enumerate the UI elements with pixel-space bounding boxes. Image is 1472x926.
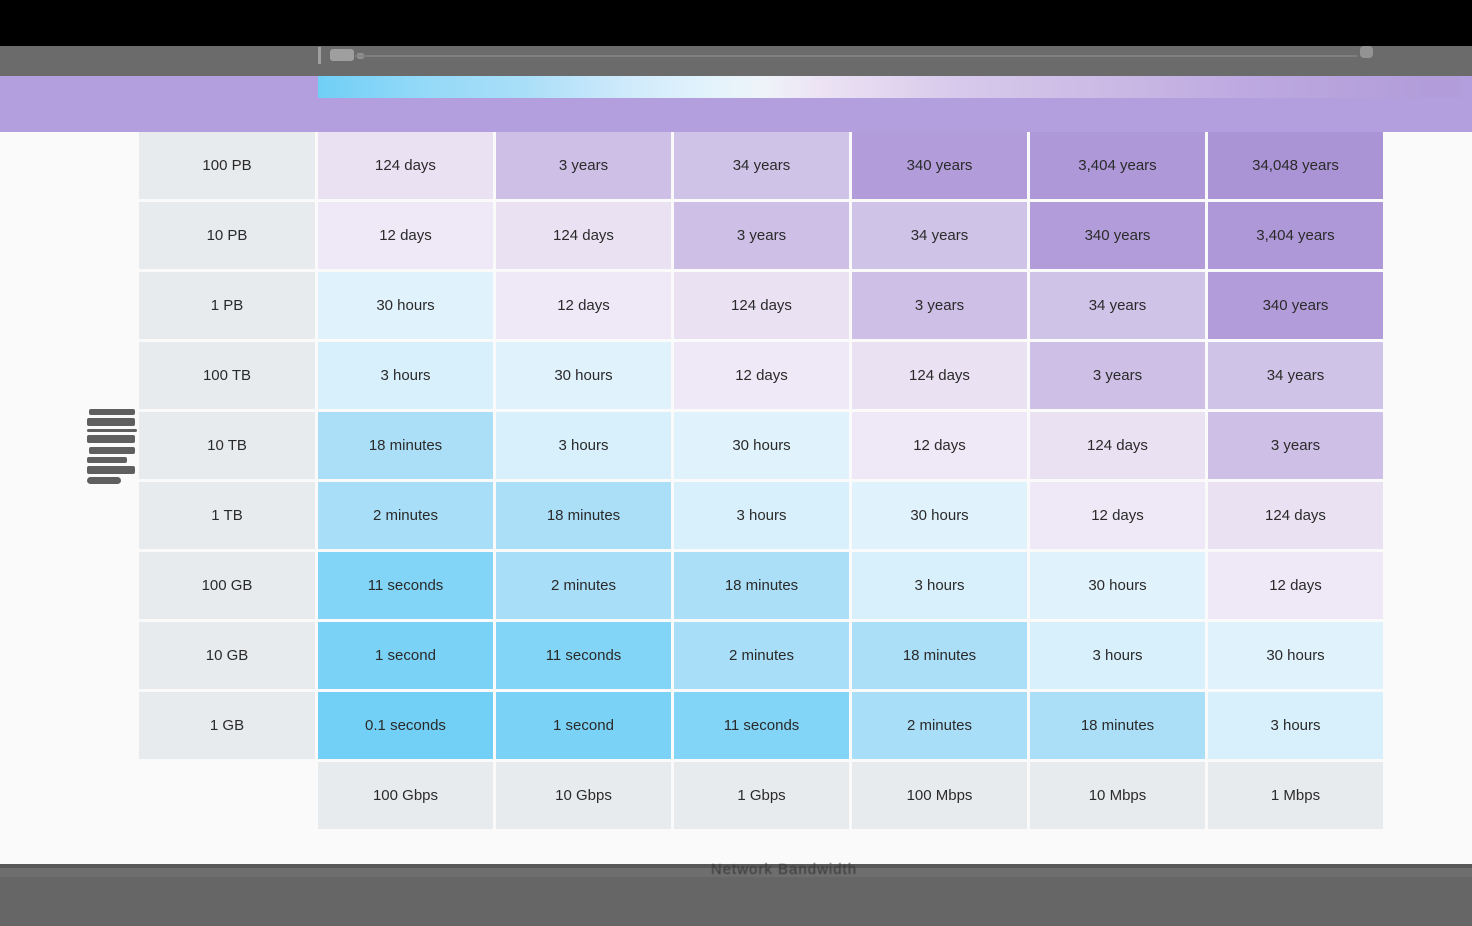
heatmap-cell: 12 days	[318, 202, 493, 269]
row-label-cell: 10 TB	[139, 412, 315, 479]
heatmap-cell: 30 hours	[1208, 622, 1383, 689]
toolbar-right-icon[interactable]	[1360, 46, 1373, 58]
browser-toolbar	[0, 46, 1472, 76]
heatmap-cell: 12 days	[1208, 552, 1383, 619]
x-axis-label: Network Bandwidth	[710, 861, 858, 878]
heatmap-cell: 30 hours	[318, 272, 493, 339]
heatmap-cell: 3 years	[852, 272, 1027, 339]
heatmap-cell: 3 hours	[674, 482, 849, 549]
footer-spacer-cell	[139, 762, 315, 829]
row-label-cell: 10 GB	[139, 622, 315, 689]
row-label-cell: 100 TB	[139, 342, 315, 409]
heatmap-cell: 124 days	[1030, 412, 1205, 479]
legend-band	[0, 76, 1472, 132]
bottom-gray-bar	[0, 864, 1472, 926]
heatmap-cell: 3,404 years	[1030, 132, 1205, 199]
toolbar-left-glyphs-icon[interactable]	[330, 49, 354, 61]
heatmap-cell: 124 days	[852, 342, 1027, 409]
heatmap-cell: 3 years	[496, 132, 671, 199]
heatmap-cell: 18 minutes	[674, 552, 849, 619]
column-label-cell: 100 Mbps	[852, 762, 1027, 829]
heatmap-cell: 12 days	[852, 412, 1027, 479]
column-label-cell: 1 Mbps	[1208, 762, 1383, 829]
heatmap-cell: 2 minutes	[318, 482, 493, 549]
heatmap-cell: 34 years	[852, 202, 1027, 269]
heatmap-cell: 1 second	[496, 692, 671, 759]
heatmap-cell: 30 hours	[1030, 552, 1205, 619]
heatmap-cell: 30 hours	[496, 342, 671, 409]
heatmap-cell: 18 minutes	[852, 622, 1027, 689]
heatmap-cell: 3 years	[674, 202, 849, 269]
row-label-cell: 1 PB	[139, 272, 315, 339]
heatmap-cell: 18 minutes	[318, 412, 493, 479]
heatmap-cell: 340 years	[1208, 272, 1383, 339]
column-label-cell: 10 Mbps	[1030, 762, 1205, 829]
heatmap-cell: 34 years	[674, 132, 849, 199]
heatmap-cell: 3 hours	[852, 552, 1027, 619]
column-label-cell: 1 Gbps	[674, 762, 849, 829]
heatmap-cell: 34 years	[1208, 342, 1383, 409]
top-black-bar	[0, 0, 1472, 46]
heatmap-cell: 2 minutes	[852, 692, 1027, 759]
heatmap-cell: 12 days	[674, 342, 849, 409]
heatmap-cell: 1 second	[318, 622, 493, 689]
row-label-cell: 1 TB	[139, 482, 315, 549]
row-label-cell: 1 GB	[139, 692, 315, 759]
toolbar-left-glyph-icon[interactable]	[318, 47, 321, 64]
heatmap-cell: 3 years	[1208, 412, 1383, 479]
heatmap-table: 100 PB 124 days 3 years 34 years 340 years 3,…	[139, 132, 1383, 829]
heatmap-cell: 3 hours	[496, 412, 671, 479]
heatmap-cell: 3,404 years	[1208, 202, 1383, 269]
redacted-y-axis-label	[87, 409, 137, 487]
heatmap-cell: 340 years	[1030, 202, 1205, 269]
heatmap-cell: 3 hours	[1208, 692, 1383, 759]
heatmap-cell: 3 years	[1030, 342, 1205, 409]
heatmap-cell: 124 days	[318, 132, 493, 199]
heatmap-cell: 34 years	[1030, 272, 1205, 339]
heatmap-cell: 18 minutes	[496, 482, 671, 549]
heatmap-cell: 3 hours	[318, 342, 493, 409]
heatmap-cell: 30 hours	[852, 482, 1027, 549]
heatmap-cell: 11 seconds	[318, 552, 493, 619]
heatmap-cell: 18 minutes	[1030, 692, 1205, 759]
heatmap-cell: 124 days	[496, 202, 671, 269]
heatmap-cell: 34,048 years	[1208, 132, 1383, 199]
heatmap-cell: 124 days	[674, 272, 849, 339]
heatmap-cell: 12 days	[1030, 482, 1205, 549]
heatmap-cell: 30 hours	[674, 412, 849, 479]
row-label-cell: 100 GB	[139, 552, 315, 619]
heatmap-cell: 3 hours	[1030, 622, 1205, 689]
heatmap-cell: 124 days	[1208, 482, 1383, 549]
toolbar-divider-line	[355, 55, 1357, 57]
heatmap-cell: 11 seconds	[674, 692, 849, 759]
heatmap-cell: 11 seconds	[496, 622, 671, 689]
heatmap-cell: 12 days	[496, 272, 671, 339]
heatmap-cell: 2 minutes	[496, 552, 671, 619]
color-scale-legend	[318, 76, 1460, 98]
column-label-cell: 10 Gbps	[496, 762, 671, 829]
row-label-cell: 100 PB	[139, 132, 315, 199]
column-label-cell: 100 Gbps	[318, 762, 493, 829]
heatmap-cell: 0.1 seconds	[318, 692, 493, 759]
heatmap-cell: 2 minutes	[674, 622, 849, 689]
heatmap-cell: 340 years	[852, 132, 1027, 199]
row-label-cell: 10 PB	[139, 202, 315, 269]
